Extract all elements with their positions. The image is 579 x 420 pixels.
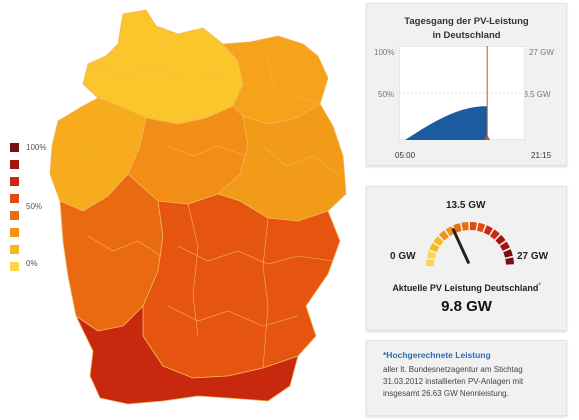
district-boundary [187, 203, 199, 337]
gauge-segment [495, 234, 506, 245]
legend-label-0: 0% [26, 259, 38, 268]
district-boundary [262, 145, 341, 177]
gauge-caption-text: Aktuelle PV Leistung Deutschland [392, 283, 539, 293]
legend-swatch [10, 245, 19, 254]
gauge-segment [426, 250, 437, 259]
left-axis-100: 100% [374, 48, 395, 57]
legend-swatch [10, 160, 19, 169]
gauge-segment [425, 259, 435, 266]
time-start: 05:00 [395, 151, 416, 160]
district-boundary [177, 245, 334, 265]
color-legend: 100% 50% 0% [10, 143, 50, 273]
gauge-segment [483, 225, 493, 236]
daily-chart-plot [399, 46, 525, 140]
note-line: 31.03.2012 installierten PV-Anlagen mit [383, 377, 524, 386]
gauge-segment [438, 230, 449, 241]
district-boundary [267, 55, 321, 105]
legend-swatch [10, 262, 19, 271]
gauge-segment [470, 221, 477, 231]
gauge-current-value: 9.8 GW [441, 298, 492, 315]
legend-swatch [10, 228, 19, 237]
gauge-caption-mark: * [538, 283, 541, 289]
pv-output-area [405, 106, 488, 140]
gauge-segment [453, 223, 462, 233]
district-boundary [167, 145, 247, 157]
legend-swatch [10, 194, 19, 203]
gauge-segment [503, 249, 513, 258]
gauge-scale [425, 221, 514, 266]
note-panel: *Hochgerechnete Leistung aller lt. Bunde… [366, 340, 567, 416]
district-boundary [87, 63, 224, 82]
left-axis-50: 50% [378, 90, 395, 99]
gauge-segment [429, 243, 440, 253]
daily-chart-title-line1: Tagesgang der PV-Leistung [404, 16, 529, 27]
gauge-segment [461, 222, 469, 231]
gauge-label-min: 0 GW [390, 251, 416, 262]
legend-swatch [10, 143, 19, 152]
note-title: *Hochgerechnete Leistung [383, 350, 491, 360]
legend-label-100: 100% [26, 143, 47, 152]
gauge-label-max: 27 GW [517, 251, 549, 262]
gauge-segment [505, 257, 514, 265]
district-boundary [167, 305, 299, 327]
daily-chart-title-line2: in Deutschland [432, 30, 501, 41]
gauge-dial [425, 221, 514, 266]
gauge-segment [490, 229, 500, 240]
legend-swatch [10, 211, 19, 220]
gauge-segment [499, 241, 510, 251]
district-boundary [67, 140, 141, 157]
district-boundary [262, 217, 269, 369]
germany-map [49, 9, 347, 405]
gauge-segment [433, 236, 444, 246]
district-boundary [87, 235, 162, 257]
right-axis-max: 27 GW [529, 48, 554, 57]
gauge-caption: Aktuelle PV Leistung Deutschland* [367, 283, 566, 293]
gauge-segment [477, 222, 486, 233]
right-axis-mid: 13.5 GW [519, 90, 551, 99]
current-time-marker-tip [484, 135, 491, 140]
note-line: aller lt. Bundesnetzagentur am Stichtag [383, 365, 523, 374]
legend-swatch [10, 177, 19, 186]
daily-chart-title: Tagesgang der PV-Leistung in Deutschland [367, 15, 566, 43]
gauge-label-mid: 13.5 GW [446, 200, 486, 211]
daily-chart-panel: Tagesgang der PV-Leistung in Deutschland… [366, 3, 567, 166]
region-south-deep [75, 305, 299, 405]
legend-label-50: 50% [26, 202, 43, 211]
gauge-panel: 13.5 GW 0 GW 27 GW Aktuelle PV Leistung … [366, 186, 567, 331]
gauge-needle [451, 228, 470, 264]
region-south [142, 193, 341, 379]
time-end: 21:15 [531, 151, 552, 160]
note-line: insgesamt 26.63 GW Nennleistung. [383, 389, 509, 398]
